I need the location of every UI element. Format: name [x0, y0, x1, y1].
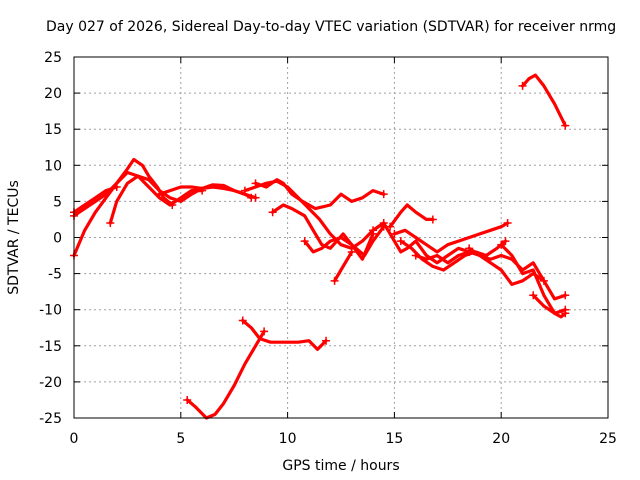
- series-line: [499, 243, 567, 315]
- series-line: [520, 73, 567, 128]
- data-point-marker: [183, 395, 192, 404]
- data-point-marker: [238, 316, 247, 325]
- y-tick-label: -20: [39, 375, 62, 391]
- y-tick-label: -5: [48, 267, 62, 283]
- data-point-marker: [330, 276, 339, 285]
- series-track-10: [330, 247, 356, 285]
- data-point-marker: [247, 193, 256, 202]
- series-line: [157, 183, 253, 200]
- y-tick-label: -25: [39, 411, 62, 427]
- series-track-20: [183, 327, 269, 420]
- data-point-marker: [518, 81, 527, 90]
- x-axis-label: GPS time / hours: [282, 458, 399, 474]
- data-point-marker: [386, 222, 395, 231]
- series-line: [531, 293, 567, 319]
- series-line: [414, 250, 567, 301]
- series-line: [392, 221, 510, 254]
- data-point-marker: [561, 309, 570, 318]
- series-track-16: [465, 244, 548, 286]
- series-track-13: [390, 219, 512, 254]
- x-tick-label: 15: [385, 431, 403, 447]
- data-point-marker: [260, 327, 269, 336]
- data-point-marker: [529, 291, 538, 300]
- x-tick-label: 10: [279, 431, 297, 447]
- series-line: [388, 203, 435, 229]
- series-track-19: [518, 73, 570, 130]
- x-tick-label: 5: [176, 431, 185, 447]
- data-point-marker: [379, 190, 388, 199]
- series-track-18: [529, 291, 570, 319]
- y-tick-label: 25: [44, 50, 62, 66]
- series-track-15: [411, 250, 570, 301]
- y-tick-label: 15: [44, 122, 62, 138]
- data-point-marker: [411, 251, 420, 260]
- series-track-5: [155, 183, 256, 202]
- data-point-marker: [539, 276, 548, 285]
- series-line: [72, 185, 119, 214]
- y-tick-label: 5: [53, 194, 62, 210]
- data-point-marker: [300, 237, 309, 246]
- data-point-marker: [322, 336, 331, 345]
- series-line: [241, 318, 328, 351]
- data-point-marker: [561, 291, 570, 300]
- x-tick-label: 0: [70, 431, 79, 447]
- x-tick-label: 25: [599, 431, 617, 447]
- series-track-7: [240, 179, 388, 250]
- series-line: [254, 178, 386, 211]
- data-point-marker: [501, 237, 510, 246]
- x-tick-label: 20: [492, 431, 510, 447]
- series-line: [303, 232, 375, 261]
- data-point-marker: [503, 219, 512, 228]
- data-point-marker: [347, 247, 356, 256]
- y-tick-label: -15: [39, 339, 62, 355]
- series-line: [72, 170, 204, 218]
- data-point-marker: [268, 208, 277, 217]
- y-axis-ticks: -25 -20 -15 -10 -5 0 5 10 15 20 25: [39, 50, 608, 427]
- series-line: [371, 221, 471, 265]
- data-point-marker: [369, 226, 378, 235]
- y-tick-label: 10: [44, 158, 62, 174]
- y-axis-label: SDTVAR / TECUs: [6, 180, 22, 295]
- series-line: [108, 174, 258, 225]
- data-point-marker: [112, 182, 121, 191]
- grid-lines: [74, 57, 608, 418]
- data-point-marker: [396, 237, 405, 246]
- y-tick-label: 20: [44, 86, 62, 102]
- x-axis-ticks: 0 5 10 15 20 25: [70, 57, 617, 447]
- series-group: [70, 73, 570, 420]
- y-tick-label: 0: [53, 231, 62, 247]
- y-tick-label: -10: [39, 303, 62, 319]
- data-point-marker: [465, 244, 474, 253]
- data-point-marker: [390, 229, 399, 238]
- data-point-marker: [155, 190, 164, 199]
- data-point-marker: [428, 215, 437, 224]
- series-line: [243, 179, 386, 250]
- data-point-marker: [106, 219, 115, 228]
- series-track-12: [386, 203, 437, 231]
- series-line: [185, 329, 266, 420]
- chart-title: Day 027 of 2026, Sidereal Day-to-day VTE…: [46, 19, 616, 35]
- series-track-21: [238, 316, 331, 351]
- series-line: [467, 246, 546, 286]
- data-point-marker: [561, 121, 570, 130]
- data-point-marker: [497, 240, 506, 249]
- data-point-marker: [240, 186, 249, 195]
- series-line: [333, 250, 354, 283]
